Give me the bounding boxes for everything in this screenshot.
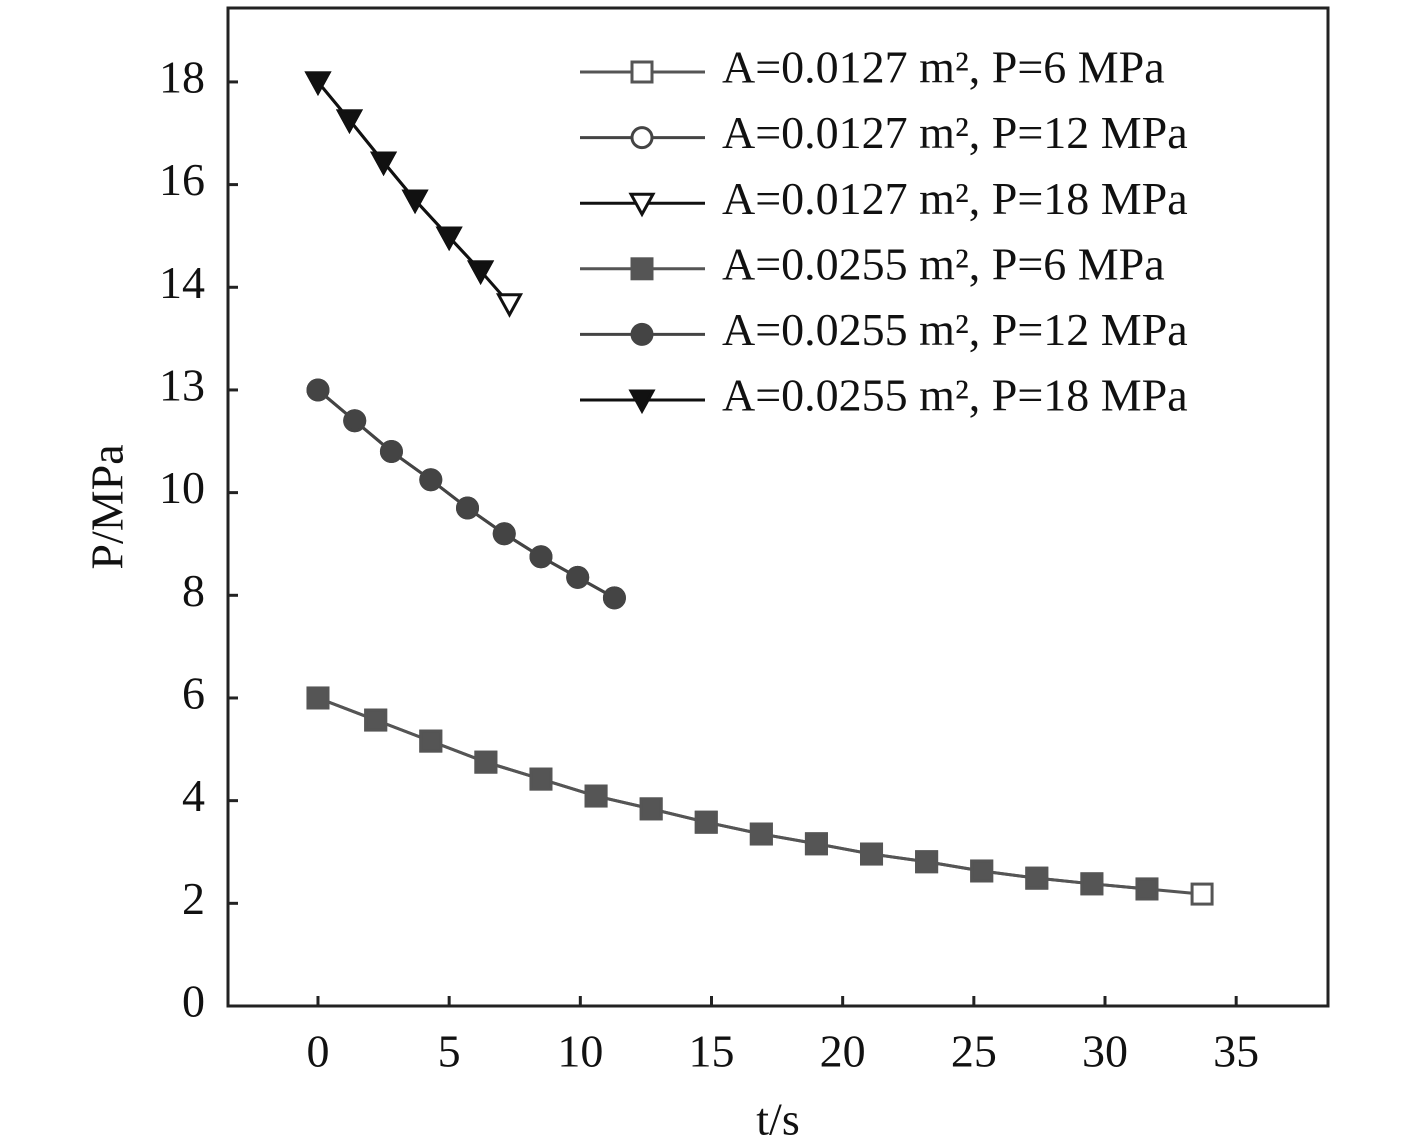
marker [915, 850, 939, 874]
x-tick-label: 5 [438, 1026, 461, 1077]
y-tick-label: 16 [159, 154, 205, 205]
marker [1025, 866, 1049, 890]
marker [419, 468, 443, 492]
marker [401, 189, 429, 215]
legend-marker [630, 126, 654, 150]
plot-frame [226, 6, 1330, 1008]
marker [335, 109, 364, 135]
legend-marker [628, 192, 656, 218]
y-axis-label: P/MPa [82, 444, 133, 569]
y-tick-label: 8 [182, 565, 205, 616]
marker [1190, 882, 1214, 906]
marker [1135, 877, 1159, 901]
legend-label: A=0.0255 m², P=18 MPa [722, 370, 1188, 421]
x-tick-label: 30 [1082, 1026, 1128, 1077]
y-tick-label: 14 [159, 257, 205, 308]
marker [970, 859, 994, 883]
legend-label: A=0.0255 m², P=6 MPa [722, 238, 1165, 289]
x-tick-label: 35 [1213, 1026, 1259, 1077]
marker [306, 378, 330, 402]
legend-label: A=0.0255 m², P=12 MPa [722, 304, 1188, 355]
marker [584, 784, 608, 808]
marker [602, 586, 626, 610]
marker [370, 151, 398, 177]
marker [435, 226, 463, 252]
marker [860, 842, 884, 866]
y-tick-label: 2 [182, 873, 205, 924]
y-tick-label: 0 [182, 976, 205, 1027]
y-tick-label: 13 [159, 360, 205, 411]
marker [639, 797, 663, 821]
marker [456, 496, 480, 520]
marker [749, 822, 773, 846]
x-tick-label: 10 [557, 1026, 603, 1077]
series-line [317, 696, 1148, 891]
marker [804, 832, 828, 856]
x-tick-label: 15 [688, 1026, 734, 1077]
x-tick-label: 0 [306, 1026, 329, 1077]
marker [304, 71, 332, 97]
marker [379, 440, 403, 464]
marker [467, 260, 495, 285]
x-tick-label: 25 [951, 1026, 997, 1077]
y-tick-label: 10 [159, 462, 205, 513]
marker [566, 565, 590, 589]
y-tick-label: 18 [159, 51, 205, 102]
series-line [317, 696, 1203, 896]
legend-marker [630, 257, 654, 281]
marker [529, 545, 553, 569]
y-tick-label: 4 [182, 770, 205, 821]
marker [474, 750, 498, 774]
legend-marker [628, 389, 656, 415]
marker [1080, 872, 1104, 896]
marker [495, 293, 524, 318]
legend-marker [630, 322, 654, 346]
marker [529, 767, 553, 791]
x-tick-label: 20 [820, 1026, 866, 1077]
marker [364, 708, 388, 732]
legend-label: A=0.0127 m², P=6 MPa [722, 42, 1165, 93]
legend-label: A=0.0127 m², P=12 MPa [722, 107, 1188, 158]
y-tick-label: 6 [182, 668, 205, 719]
legend-label: A=0.0127 m², P=18 MPa [722, 173, 1188, 224]
marker [694, 810, 718, 834]
marker [343, 409, 367, 433]
marker [492, 522, 516, 546]
x-axis-label: t/s [756, 1094, 799, 1145]
legend-marker [630, 60, 654, 84]
marker [419, 729, 443, 753]
marker [306, 686, 330, 710]
